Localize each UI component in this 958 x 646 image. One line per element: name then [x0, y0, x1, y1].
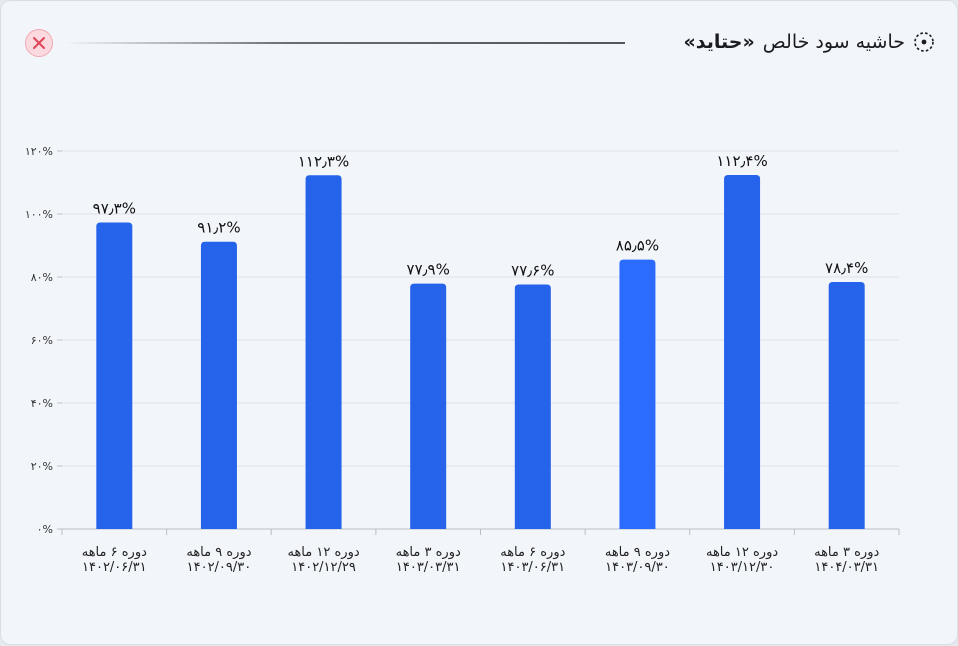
- y-tick-label: ۰%: [37, 523, 53, 536]
- header-divider: [65, 42, 625, 44]
- data-label: ۸۵٫۵%: [616, 237, 659, 255]
- x-tick-label: دوره ۱۲ ماهه: [287, 545, 359, 560]
- data-label: ۱۱۲٫۴%: [716, 152, 767, 170]
- x-tick-label-date: ۱۴۰۳/۰۹/۳۰: [605, 560, 670, 575]
- x-tick-label: دوره ۶ ماهه: [500, 545, 565, 560]
- panel-header: حاشیه سود خالص «حتاید»: [1, 23, 958, 63]
- panel-title: حاشیه سود خالص «حتاید»: [684, 27, 936, 57]
- x-tick-label: دوره ۳ ماهه: [814, 545, 879, 560]
- close-button[interactable]: [25, 29, 53, 57]
- x-tick-label-date: ۱۴۰۳/۰۶/۳۱: [501, 560, 566, 575]
- bar[interactable]: [724, 174, 761, 529]
- x-tick-label-date: ۱۴۰۲/۱۲/۲۹: [291, 560, 356, 575]
- target-dots-icon: [914, 32, 934, 52]
- data-label: ۹۱٫۲%: [197, 219, 240, 237]
- bar[interactable]: [200, 241, 237, 529]
- bar[interactable]: [410, 283, 447, 529]
- y-tick-label: ۱۲۰%: [25, 145, 53, 158]
- y-tick-label: ۱۰۰%: [25, 208, 53, 221]
- bar[interactable]: [96, 222, 133, 529]
- close-icon: [33, 37, 45, 49]
- x-tick-label-date: ۱۴۰۴/۰۳/۳۱: [814, 560, 879, 575]
- y-tick-label: ۶۰%: [31, 334, 53, 347]
- x-tick-label-date: ۱۴۰۳/۱۲/۳۰: [710, 560, 775, 575]
- x-tick-label: دوره ۹ ماهه: [605, 545, 670, 560]
- data-label: ۷۷٫۹%: [407, 261, 450, 279]
- x-tick-label: دوره ۳ ماهه: [396, 545, 461, 560]
- data-label: ۹۷٫۳%: [93, 200, 136, 218]
- y-tick-label: ۸۰%: [31, 271, 53, 284]
- data-label: ۷۷٫۶%: [511, 262, 554, 280]
- y-tick-label: ۴۰%: [31, 397, 53, 410]
- title-company: «حتاید»: [683, 31, 755, 53]
- bar[interactable]: [619, 259, 656, 529]
- x-tick-label: دوره ۹ ماهه: [186, 545, 251, 560]
- x-tick-label-date: ۱۴۰۲/۰۹/۳۰: [187, 560, 252, 575]
- x-tick-label-date: ۱۴۰۳/۰۳/۳۱: [396, 560, 461, 575]
- title-prefix: حاشیه سود خالص: [762, 31, 905, 53]
- bar[interactable]: [305, 175, 342, 529]
- x-tick-label-date: ۱۴۰۲/۰۶/۳۱: [82, 560, 147, 575]
- bar[interactable]: [828, 282, 865, 529]
- data-label: ۷۸٫۴%: [825, 259, 868, 277]
- x-tick-label: دوره ۶ ماهه: [82, 545, 147, 560]
- data-label: ۱۱۲٫۳%: [298, 152, 349, 170]
- y-tick-label: ۲۰%: [31, 460, 53, 473]
- x-tick-label: دوره ۱۲ ماهه: [706, 545, 778, 560]
- bar[interactable]: [514, 284, 551, 529]
